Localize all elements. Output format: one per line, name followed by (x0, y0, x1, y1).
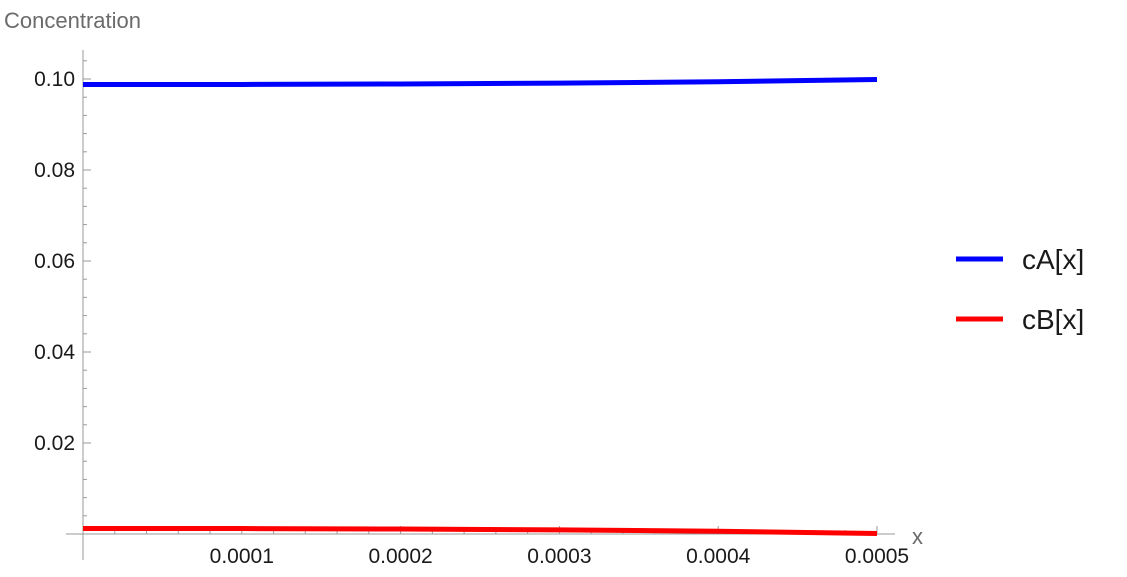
series-line-1 (83, 76, 878, 87)
x-tick-label: 0.0004 (686, 545, 751, 568)
x-tick-label: 0.0002 (368, 545, 432, 568)
axes: 0.0001 0.0002 0.0003 0.0004 0.0005 0.02 0.04 0.… (34, 50, 909, 568)
legend-label-1: cA[x] (1022, 244, 1084, 275)
x-axis-title: x (912, 524, 923, 549)
y-tick-label: 0.10 (34, 68, 75, 91)
legend: cA[x] cB[x] (956, 244, 1084, 335)
y-tick-label: 0.04 (34, 341, 75, 364)
x-tick-label: 0.0001 (210, 545, 274, 568)
y-tick-label: 0.08 (34, 159, 75, 182)
series-layer (83, 76, 878, 537)
legend-label-2: cB[x] (1022, 304, 1084, 335)
y-tick-label: 0.02 (34, 432, 75, 455)
y-tick-label: 0.06 (34, 250, 75, 273)
x-tick-label: 0.0003 (527, 545, 591, 568)
x-tick-label: 0.0005 (845, 545, 909, 568)
y-axis-title: Concentration (4, 8, 141, 33)
series-line-2 (83, 526, 878, 537)
